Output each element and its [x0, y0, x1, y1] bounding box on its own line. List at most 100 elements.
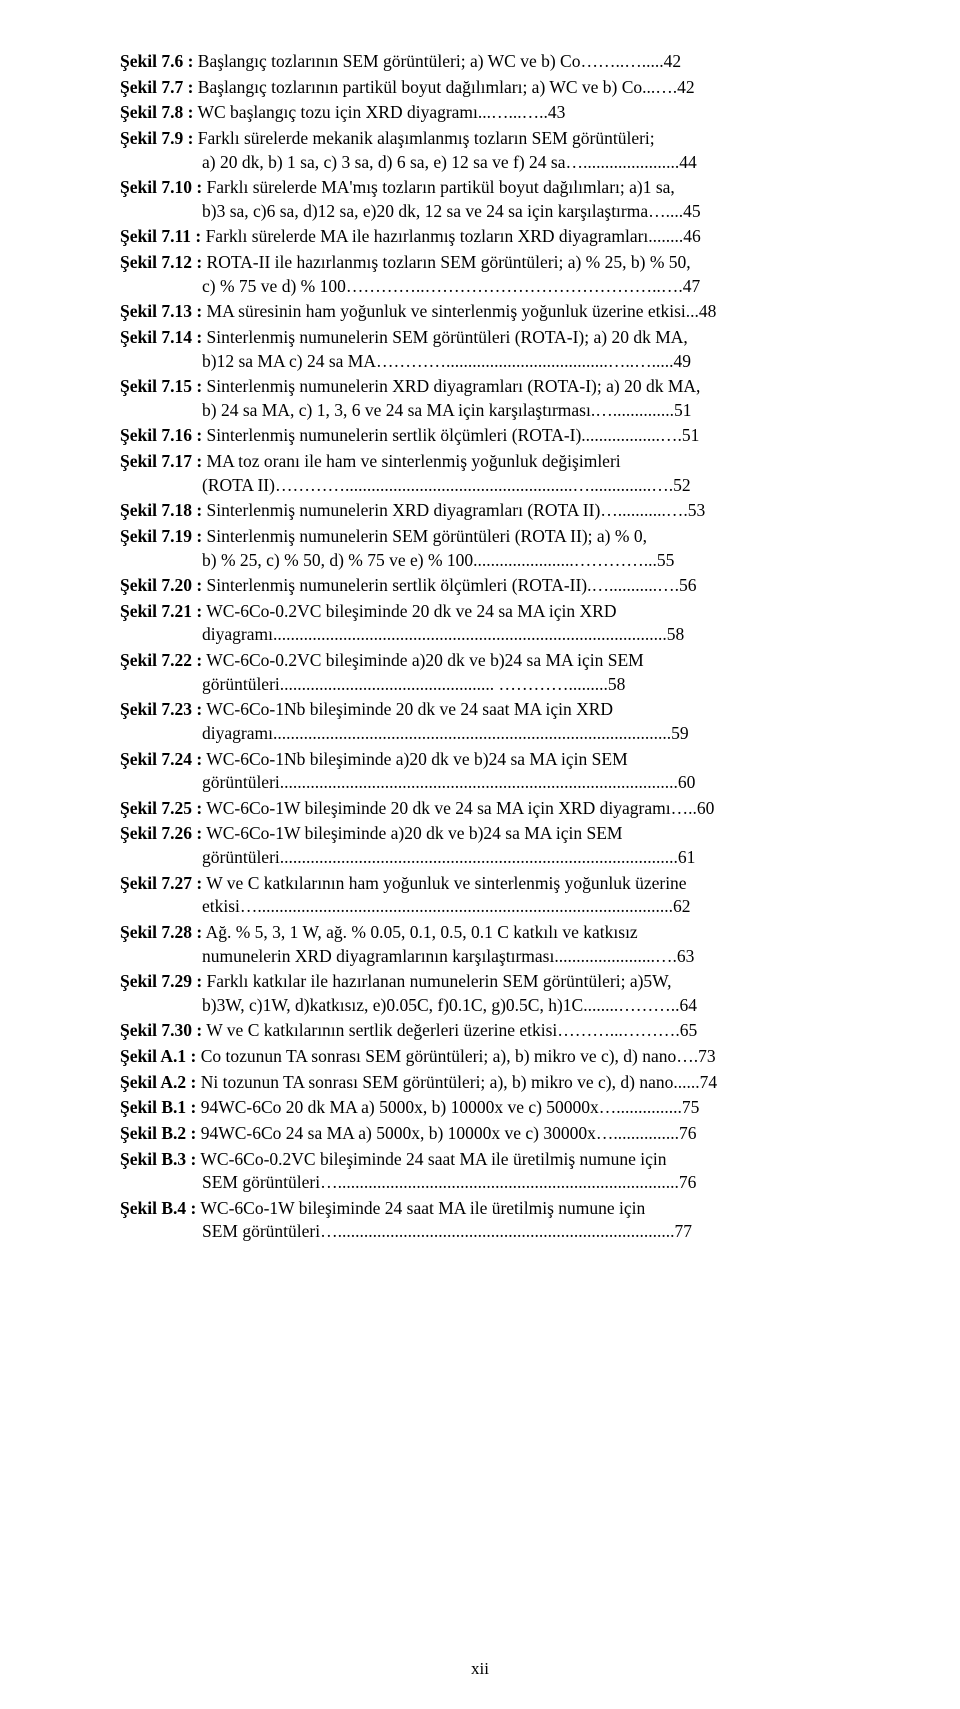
figure-label: Şekil 7.26 :: [120, 823, 202, 843]
figure-text: Farklı sürelerde mekanik alaşımlanmış to…: [193, 128, 654, 148]
figure-text-continuation: numunelerin XRD diyagramlarının karşılaş…: [120, 945, 870, 969]
figure-text: Sinterlenmiş numunelerin SEM görüntüleri…: [202, 327, 688, 347]
figure-label: Şekil 7.6 :: [120, 51, 193, 71]
figure-label: Şekil 7.12 :: [120, 252, 202, 272]
figure-label: Şekil 7.7 :: [120, 77, 193, 97]
figure-text: Farklı sürelerde MA'mış tozların partikü…: [202, 177, 675, 197]
figure-text: Sinterlenmiş numunelerin sertlik ölçümle…: [202, 425, 699, 445]
figure-label: Şekil 7.18 :: [120, 500, 202, 520]
figure-entry: Şekil A.1 : Co tozunun TA sonrası SEM gö…: [120, 1045, 870, 1069]
figure-entry: Şekil 7.30 : W ve C katkılarının sertlik…: [120, 1019, 870, 1043]
figure-text: WC-6Co-1Nb bileşiminde 20 dk ve 24 saat …: [202, 699, 613, 719]
figure-label: Şekil 7.11 :: [120, 226, 201, 246]
figure-entry: Şekil 7.16 : Sinterlenmiş numunelerin se…: [120, 424, 870, 448]
figure-text: 94WC-6Co 20 dk MA a) 5000x, b) 10000x ve…: [196, 1097, 699, 1117]
figure-text: WC-6Co-1W bileşiminde 24 saat MA ile üre…: [196, 1198, 645, 1218]
figure-label: Şekil A.2 :: [120, 1072, 196, 1092]
figure-entry: Şekil 7.10 : Farklı sürelerde MA'mış toz…: [120, 176, 870, 223]
figure-label: Şekil 7.22 :: [120, 650, 202, 670]
figure-label: Şekil B.3 :: [120, 1149, 196, 1169]
figure-text-continuation: b)3 sa, c)6 sa, d)12 sa, e)20 dk, 12 sa …: [120, 200, 870, 224]
figure-entry: Şekil 7.20 : Sinterlenmiş numunelerin se…: [120, 574, 870, 598]
figure-label: Şekil 7.19 :: [120, 526, 202, 546]
figure-entry: Şekil 7.6 : Başlangıç tozlarının SEM gör…: [120, 50, 870, 74]
figure-entry: Şekil B.3 : WC-6Co-0.2VC bileşiminde 24 …: [120, 1148, 870, 1195]
figure-entry: Şekil A.2 : Ni tozunun TA sonrası SEM gö…: [120, 1071, 870, 1095]
figure-text-continuation: etkisi….................................…: [120, 895, 870, 919]
figure-text-continuation: diyagramı...............................…: [120, 623, 870, 647]
figure-text: Ni tozunun TA sonrası SEM görüntüleri; a…: [196, 1072, 717, 1092]
figure-entry: Şekil 7.23 : WC-6Co-1Nb bileşiminde 20 d…: [120, 698, 870, 745]
figure-entry: Şekil 7.29 : Farklı katkılar ile hazırla…: [120, 970, 870, 1017]
figure-text: MA süresinin ham yoğunluk ve sinterlenmi…: [202, 301, 716, 321]
figure-text-continuation: b)12 sa MA c) 24 sa MA…………..............…: [120, 350, 870, 374]
figure-text: Ağ. % 5, 3, 1 W, ağ. % 0.05, 0.1, 0.5, 0…: [202, 922, 638, 942]
figure-text: WC-6Co-1W bileşiminde 20 dk ve 24 sa MA …: [202, 798, 714, 818]
figure-entry: Şekil 7.8 : WC başlangıç tozu için XRD d…: [120, 101, 870, 125]
figure-text: WC-6Co-0.2VC bileşiminde 20 dk ve 24 sa …: [202, 601, 616, 621]
figure-entry: Şekil 7.18 : Sinterlenmiş numunelerin XR…: [120, 499, 870, 523]
figure-label: Şekil B.4 :: [120, 1198, 196, 1218]
figure-label: Şekil 7.13 :: [120, 301, 202, 321]
figure-label: Şekil 7.30 :: [120, 1020, 202, 1040]
figure-text: WC-6Co-1Nb bileşiminde a)20 dk ve b)24 s…: [202, 749, 627, 769]
figure-label: Şekil 7.8 :: [120, 102, 193, 122]
figure-entry: Şekil 7.11 : Farklı sürelerde MA ile haz…: [120, 225, 870, 249]
page-number: xii: [0, 1659, 960, 1679]
figure-entry: Şekil 7.22 : WC-6Co-0.2VC bileşiminde a)…: [120, 649, 870, 696]
figure-label: Şekil 7.24 :: [120, 749, 202, 769]
figure-label: Şekil 7.29 :: [120, 971, 202, 991]
figure-entry: Şekil 7.12 : ROTA-II ile hazırlanmış toz…: [120, 251, 870, 298]
figure-label: Şekil 7.28 :: [120, 922, 202, 942]
figure-text: ROTA-II ile hazırlanmış tozların SEM gör…: [202, 252, 690, 272]
figure-entry: Şekil 7.9 : Farklı sürelerde mekanik ala…: [120, 127, 870, 174]
figure-label: Şekil 7.17 :: [120, 451, 202, 471]
figure-label: Şekil 7.14 :: [120, 327, 202, 347]
figure-text-continuation: c) % 75 ve d) % 100…………..…………………………………..…: [120, 275, 870, 299]
figure-text: Başlangıç tozlarının partikül boyut dağı…: [193, 77, 694, 97]
figure-text: Başlangıç tozlarının SEM görüntüleri; a)…: [193, 51, 681, 71]
figure-text: Sinterlenmiş numunelerin XRD diyagramlar…: [202, 376, 700, 396]
figure-text-continuation: (ROTA II)…………...........................…: [120, 474, 870, 498]
figure-text: Farklı sürelerde MA ile hazırlanmış tozl…: [201, 226, 701, 246]
figure-entry: Şekil B.4 : WC-6Co-1W bileşiminde 24 saa…: [120, 1197, 870, 1244]
figure-text: W ve C katkılarının ham yoğunluk ve sint…: [202, 873, 686, 893]
figure-label: Şekil 7.25 :: [120, 798, 202, 818]
figure-text-continuation: b)3W, c)1W, d)katkısız, e)0.05C, f)0.1C,…: [120, 994, 870, 1018]
figure-entry: Şekil 7.14 : Sinterlenmiş numunelerin SE…: [120, 326, 870, 373]
figure-text-continuation: SEM görüntüleri…........................…: [120, 1171, 870, 1195]
figure-entry: Şekil 7.7 : Başlangıç tozlarının partikü…: [120, 76, 870, 100]
figure-text: Co tozunun TA sonrası SEM görüntüleri; a…: [196, 1046, 715, 1066]
figure-text: MA toz oranı ile ham ve sinterlenmiş yoğ…: [202, 451, 620, 471]
figure-text: WC-6Co-0.2VC bileşiminde 24 saat MA ile …: [196, 1149, 666, 1169]
figure-text: Sinterlenmiş numunelerin XRD diyagramlar…: [202, 500, 705, 520]
figure-text: W ve C katkılarının sertlik değerleri üz…: [202, 1020, 697, 1040]
figure-label: Şekil A.1 :: [120, 1046, 196, 1066]
document-page: Şekil 7.6 : Başlangıç tozlarının SEM gör…: [0, 0, 960, 1709]
figure-entry: Şekil 7.13 : MA süresinin ham yoğunluk v…: [120, 300, 870, 324]
figure-text: WC-6Co-0.2VC bileşiminde a)20 dk ve b)24…: [202, 650, 644, 670]
figure-entry: Şekil 7.28 : Ağ. % 5, 3, 1 W, ağ. % 0.05…: [120, 921, 870, 968]
figure-text: Sinterlenmiş numunelerin sertlik ölçümle…: [202, 575, 696, 595]
figure-text-continuation: görüntüleri.............................…: [120, 673, 870, 697]
figure-label: Şekil 7.9 :: [120, 128, 193, 148]
figure-entry: Şekil B.2 : 94WC-6Co 24 sa MA a) 5000x, …: [120, 1122, 870, 1146]
figure-label: Şekil 7.15 :: [120, 376, 202, 396]
figure-text-continuation: diyagramı...............................…: [120, 722, 870, 746]
figure-text-continuation: görüntüleri.............................…: [120, 846, 870, 870]
figure-entry: Şekil 7.25 : WC-6Co-1W bileşiminde 20 dk…: [120, 797, 870, 821]
figure-entry: Şekil 7.17 : MA toz oranı ile ham ve sin…: [120, 450, 870, 497]
figure-text-continuation: görüntüleri.............................…: [120, 771, 870, 795]
figure-text-continuation: b) % 25, c) % 50, d) % 75 ve e) % 100...…: [120, 549, 870, 573]
figure-entry: Şekil 7.15 : Sinterlenmiş numunelerin XR…: [120, 375, 870, 422]
figure-entry: Şekil 7.26 : WC-6Co-1W bileşiminde a)20 …: [120, 822, 870, 869]
figure-text-continuation: b) 24 sa MA, c) 1, 3, 6 ve 24 sa MA için…: [120, 399, 870, 423]
figure-entry: Şekil 7.19 : Sinterlenmiş numunelerin SE…: [120, 525, 870, 572]
figure-text: WC-6Co-1W bileşiminde a)20 dk ve b)24 sa…: [202, 823, 622, 843]
figure-label: Şekil B.2 :: [120, 1123, 196, 1143]
figure-text: WC başlangıç tozu için XRD diyagramı...……: [193, 102, 565, 122]
figure-label: Şekil 7.23 :: [120, 699, 202, 719]
figure-label: Şekil 7.21 :: [120, 601, 202, 621]
figure-text-continuation: a) 20 dk, b) 1 sa, c) 3 sa, d) 6 sa, e) …: [120, 151, 870, 175]
figure-label: Şekil 7.27 :: [120, 873, 202, 893]
